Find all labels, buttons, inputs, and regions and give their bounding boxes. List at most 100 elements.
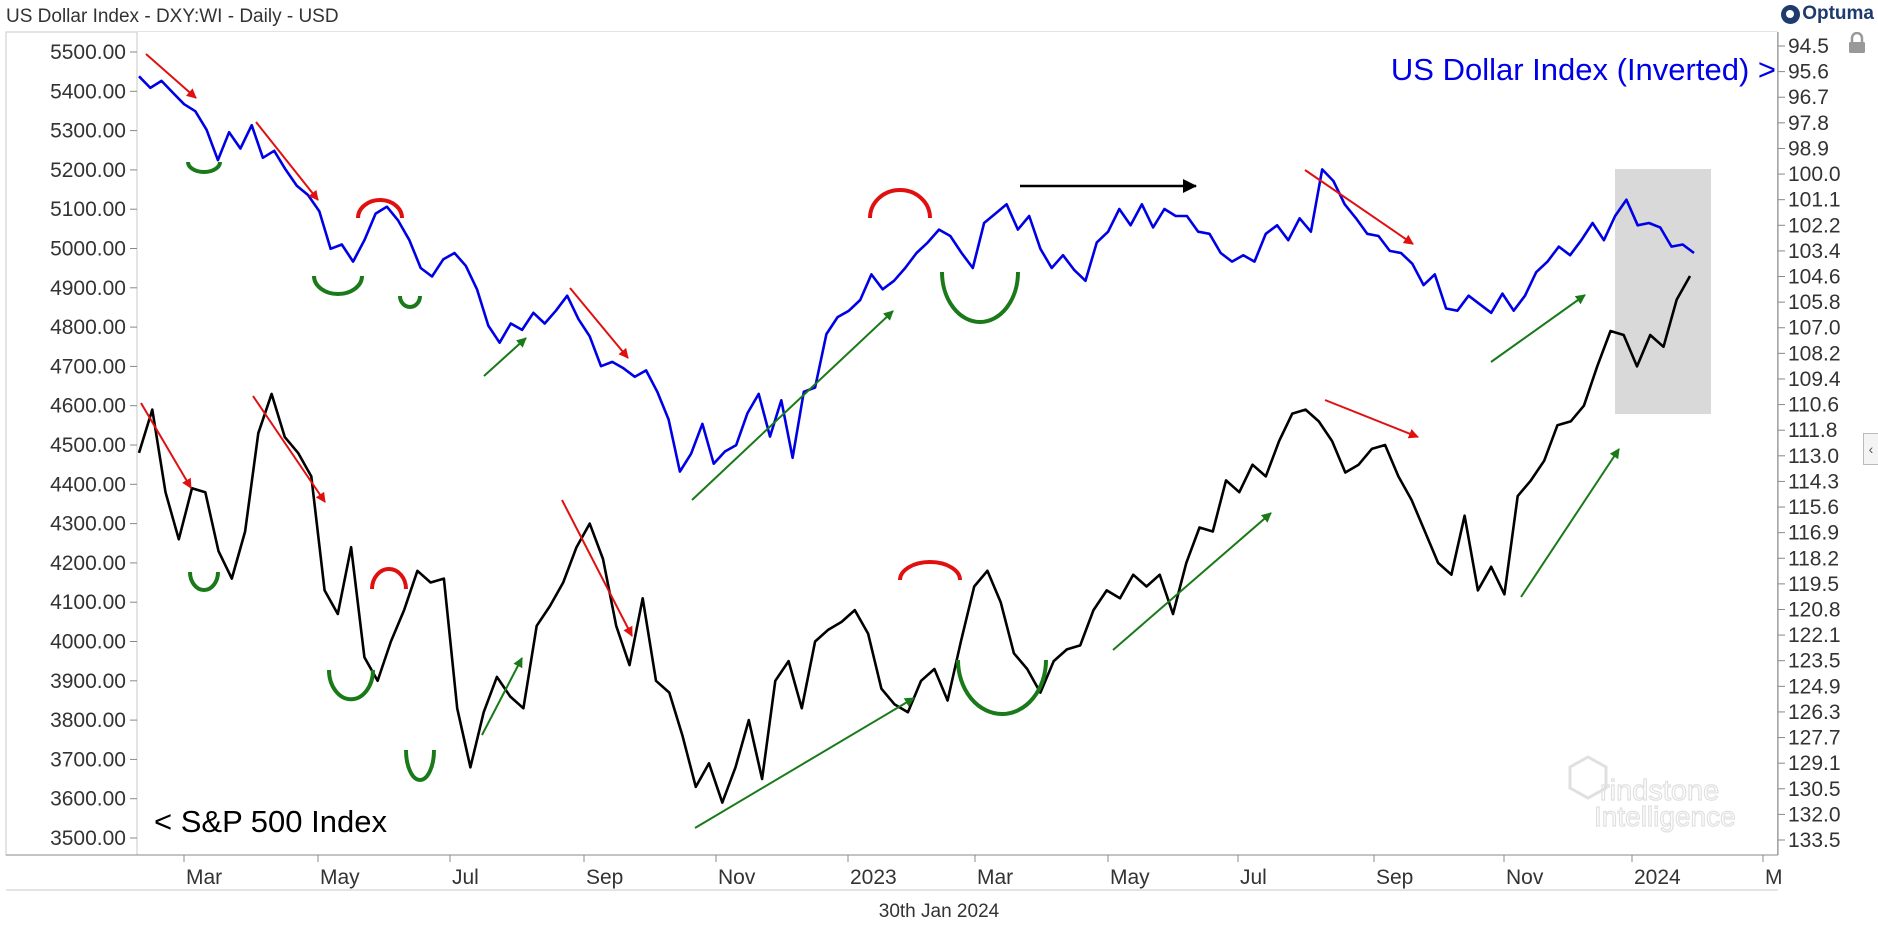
spx-series-label: < S&P 500 Index: [154, 804, 387, 839]
up-arrow: [483, 337, 527, 377]
left-tick-label: 5200.00: [50, 159, 126, 182]
left-tick-label: 4000.00: [50, 631, 126, 654]
left-tick-label: 5300.00: [50, 120, 126, 143]
left-tick-label: 5500.00: [50, 41, 126, 64]
right-tick-label: 122.1: [1788, 624, 1841, 647]
right-tick-label: 115.6: [1788, 496, 1839, 519]
bottom-arc: [327, 669, 375, 702]
annotation-arrows: [140, 53, 1620, 829]
right-tick-label: 95.6: [1788, 61, 1829, 84]
right-tick-label: 104.6: [1788, 266, 1841, 289]
right-tick-label: 102.2: [1788, 214, 1841, 237]
x-tick-label: 2023: [850, 866, 897, 889]
optuma-logo: Optuma: [1781, 3, 1874, 25]
left-tick-label: 4200.00: [50, 552, 126, 575]
down-arrow: [140, 402, 192, 489]
right-tick-label: 119.5: [1788, 573, 1839, 596]
up-arrow: [1520, 448, 1620, 598]
down-arrow: [145, 53, 197, 99]
x-tick-label: Sep: [1376, 866, 1413, 889]
up-arrow: [481, 657, 523, 736]
top-arc: [370, 567, 408, 590]
right-tick-label: 105.8: [1788, 291, 1841, 314]
left-tick-label: 3500.00: [50, 827, 126, 850]
right-tick-label: 118.2: [1788, 547, 1839, 570]
left-tick-label: 4100.00: [50, 591, 126, 614]
left-tick-label: 4800.00: [50, 316, 126, 339]
right-tick-label: 127.7: [1788, 727, 1841, 750]
x-tick-label: Mar: [186, 866, 222, 889]
bottom-arc: [404, 749, 436, 782]
right-tick-label: 132.0: [1788, 803, 1841, 826]
side-panel-toggle[interactable]: ‹: [1863, 433, 1878, 465]
annotation-arcs: [186, 161, 1048, 782]
x-tick-label: Mar: [977, 866, 1013, 889]
top-arc: [356, 198, 404, 219]
left-tick-label: 3900.00: [50, 670, 126, 693]
right-tick-label: 116.9: [1788, 522, 1839, 545]
top-arc: [898, 560, 962, 581]
right-tick-label: 124.9: [1788, 675, 1841, 698]
left-tick-label: 4600.00: [50, 395, 126, 418]
right-tick-label: 98.9: [1788, 137, 1829, 160]
down-arrow: [561, 499, 633, 637]
left-tick-label: 3700.00: [50, 748, 126, 771]
right-tick-label: 103.4: [1788, 240, 1841, 263]
lock-icon[interactable]: [1848, 32, 1866, 54]
date-label: 30th Jan 2024: [878, 901, 1000, 922]
bottom-arc: [398, 295, 422, 309]
series-line-spx: [137, 275, 1692, 804]
left-tick-label: 4900.00: [50, 277, 126, 300]
left-tick-label: 3800.00: [50, 709, 126, 732]
down-arrow: [569, 287, 629, 359]
x-tick-label: M: [1765, 866, 1783, 889]
x-tick-label: May: [320, 866, 360, 889]
left-tick-label: 3600.00: [50, 788, 126, 811]
right-tick-label: 123.5: [1788, 650, 1841, 673]
up-arrow: [694, 697, 915, 829]
x-tick-label: Sep: [586, 866, 623, 889]
x-tick-label: Jul: [1240, 866, 1267, 889]
brand-label: Optuma: [1802, 3, 1874, 24]
right-tick-label: 100.0: [1788, 163, 1841, 186]
right-tick-label: 111.8: [1788, 419, 1837, 442]
right-tick-label: 107.0: [1788, 317, 1841, 340]
right-tick-label: 133.5: [1788, 829, 1841, 852]
left-tick-label: 4500.00: [50, 434, 126, 457]
left-axis: 5500.00 5400.00 5300.00 5200.00 5100.00 5000.…: [50, 41, 137, 850]
bottom-arc: [312, 275, 364, 296]
right-tick-label: 126.3: [1788, 701, 1841, 724]
x-axis: Mar May Jul Sep Nov 2023 Mar May Jul Sep Nov 2024 M: [183, 855, 1783, 889]
left-tick-label: 5000.00: [50, 238, 126, 261]
right-tick-label: 109.4: [1788, 368, 1841, 391]
bottom-arc: [188, 571, 220, 592]
x-tick-label: 2024: [1634, 866, 1681, 889]
bottom-arc: [940, 271, 1020, 324]
right-tick-label: 130.5: [1788, 778, 1841, 801]
watermark-line1: rindstone: [1600, 775, 1719, 807]
right-tick-label: 101.1: [1788, 189, 1841, 212]
watermark-line2: Intelligence: [1594, 801, 1736, 832]
right-tick-label: 114.3: [1788, 470, 1839, 493]
x-tick-label: Jul: [452, 866, 479, 889]
right-tick-label: 129.1: [1788, 752, 1841, 775]
left-tick-label: 4700.00: [50, 355, 126, 378]
down-arrow: [252, 395, 326, 503]
down-arrow: [255, 121, 319, 201]
left-tick-label: 5400.00: [50, 80, 126, 103]
right-tick-label: 120.8: [1788, 598, 1841, 621]
right-tick-label: 113.0: [1788, 445, 1839, 468]
chart-title: US Dollar Index - DXY:WI - Daily - USD: [6, 6, 339, 27]
series-line-dxy: [138, 75, 1695, 473]
up-arrow: [691, 310, 894, 501]
right-tick-label: 110.6: [1788, 394, 1839, 417]
right-tick-label: 97.8: [1788, 112, 1829, 135]
top-arc: [868, 188, 932, 219]
up-arrow: [1490, 294, 1586, 363]
left-tick-label: 5100.00: [50, 198, 126, 221]
down-arrow: [1324, 399, 1419, 439]
right-tick-label: 94.5: [1788, 35, 1829, 58]
right-tick-label: 96.7: [1788, 86, 1829, 109]
